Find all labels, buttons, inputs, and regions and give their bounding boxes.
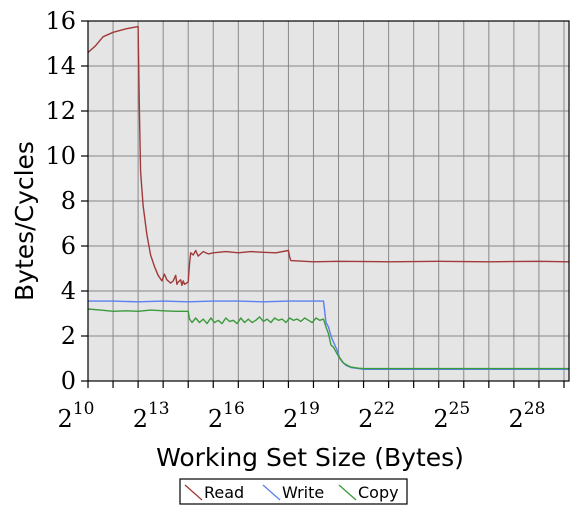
y-axis-title: Bytes/Cycles (10, 141, 39, 301)
legend-swatch-write (262, 484, 281, 501)
legend-swatch-read (184, 484, 203, 501)
y-tick-label: 12 (45, 97, 76, 125)
x-tick-label: 228 (508, 399, 545, 433)
x-axis-title: Working Set Size (Bytes) (156, 443, 464, 472)
y-tick-label: 8 (61, 187, 76, 215)
grid (88, 21, 569, 381)
y-tick-label: 10 (45, 142, 76, 170)
legend-label-write: Write (282, 483, 324, 502)
x-tick-label: 225 (433, 399, 470, 433)
legend-swatch-copy (338, 484, 357, 501)
x-tick-label: 210 (58, 399, 95, 433)
x-tick-label: 213 (133, 399, 170, 433)
x-tick-label: 216 (208, 399, 245, 433)
legend-box (179, 478, 408, 505)
y-tick-label: 2 (61, 322, 76, 350)
y-tick-labels: 0 2 4 6 8 10 12 14 16 (45, 7, 76, 395)
y-tick-label: 16 (45, 7, 76, 35)
legend-label-read: Read (204, 483, 244, 502)
y-tick-label: 4 (61, 277, 76, 305)
legend-label-copy: Copy (358, 483, 399, 502)
legend: Read Write Copy (179, 478, 408, 505)
series-line-read (87, 25, 570, 287)
y-tick-label: 14 (45, 52, 76, 80)
ticks (81, 20, 565, 388)
x-tick-label: 219 (283, 399, 320, 433)
y-tick-label: 6 (61, 232, 76, 260)
x-tick-labels: 210 213 216 219 222 225 228 (58, 399, 546, 433)
series-line-copy (87, 308, 569, 370)
x-tick-label: 222 (358, 399, 395, 433)
y-tick-label: 0 (61, 367, 76, 395)
series-layer (87, 25, 570, 370)
